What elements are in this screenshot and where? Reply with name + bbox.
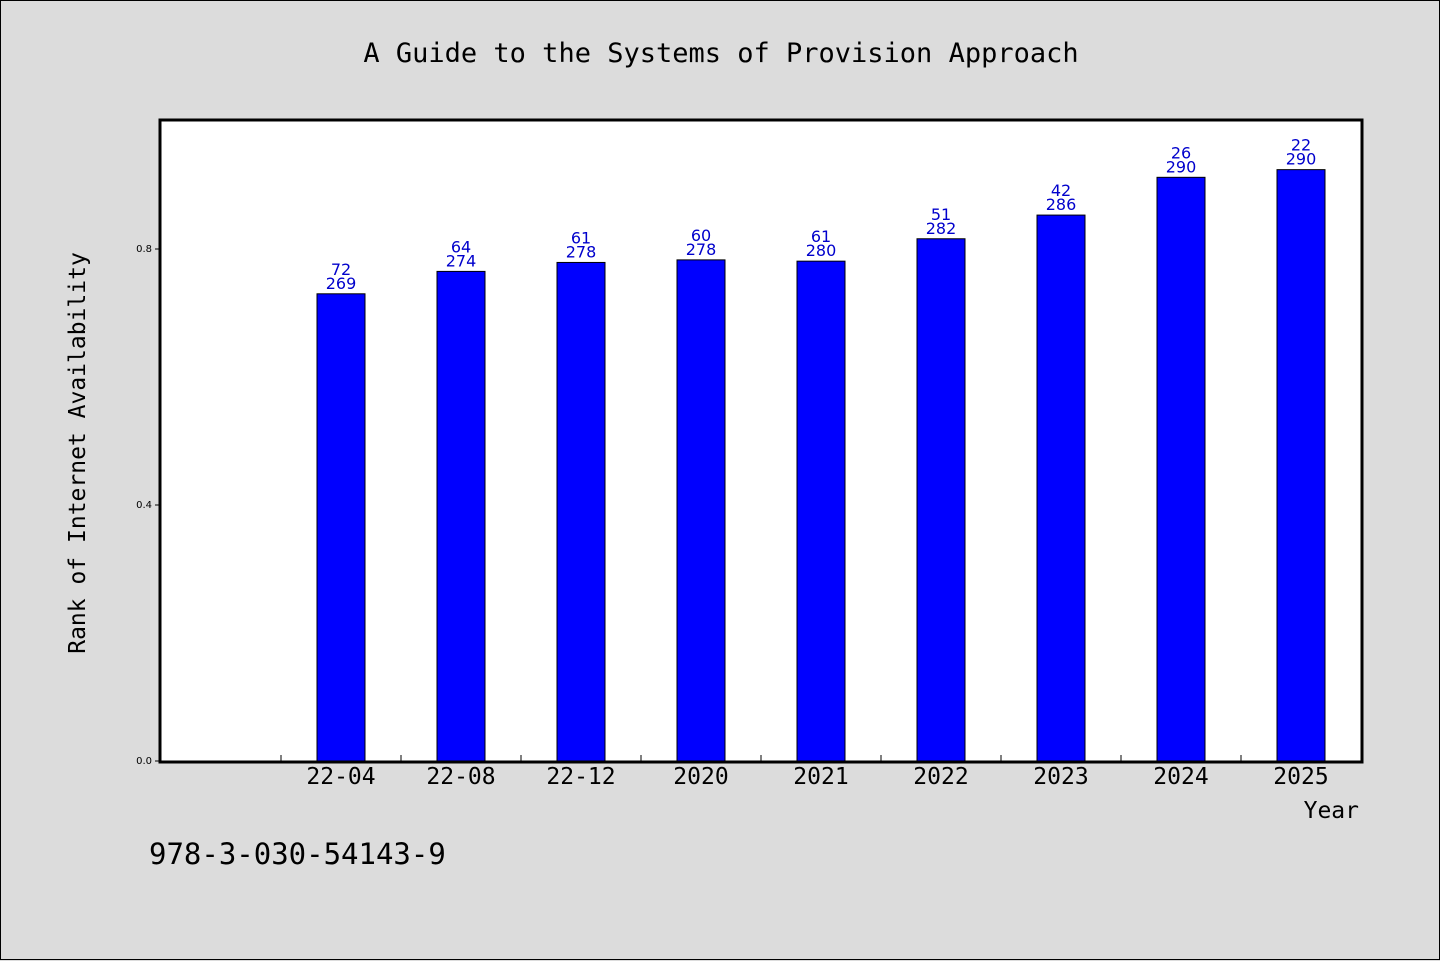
x-tick-label: 2020 [673, 764, 728, 790]
bar-2020 [676, 259, 726, 762]
bar-label-bottom: 286 [1046, 195, 1077, 214]
bar-2021 [796, 260, 846, 762]
bar-label-top: 22 [1291, 136, 1311, 155]
x-tick-label: 2023 [1033, 764, 1088, 790]
x-tick-label: 2021 [793, 764, 848, 790]
bar-label-bottom: 278 [566, 242, 597, 261]
bar-label-top: 60 [691, 226, 711, 245]
bar-label-top: 42 [1051, 181, 1071, 200]
bar-label-top: 72 [331, 260, 351, 279]
y-tick-label: 0.4 [136, 500, 152, 511]
bar-2024 [1156, 176, 1206, 762]
bar-label-bottom: 290 [1286, 150, 1317, 169]
y-tick-label: 0.0 [136, 756, 152, 767]
bar-label-top: 51 [931, 205, 951, 224]
footnote-isbn: 978-3-030-54143-9 [149, 837, 446, 871]
bar-label-top: 26 [1171, 143, 1191, 162]
bar-label-top: 64 [451, 237, 471, 256]
bar-group: 7226964274612786027861280512824228626290… [316, 136, 1326, 762]
x-tick-label: 22-04 [306, 764, 375, 790]
x-axis-ticks: 22-04 22-08 22-12 2020 2021 2022 2023 2024 2025 [280, 755, 1329, 790]
y-tick-label: 0.8 [136, 244, 152, 255]
bar-label-top: 61 [811, 227, 831, 246]
bar-2022 [916, 238, 966, 762]
bar-22-12 [556, 261, 606, 762]
x-tick-label: 2022 [913, 764, 968, 790]
x-axis-label: Year [1304, 798, 1359, 824]
bar-2025 [1276, 169, 1326, 762]
bar-label-bottom: 280 [806, 241, 837, 260]
chart-title: A Guide to the Systems of Provision Appr… [363, 38, 1078, 69]
bar-22-08 [436, 270, 486, 762]
bar-label-bottom: 290 [1166, 157, 1197, 176]
bar-22-04 [316, 293, 366, 762]
y-axis-label: Rank of Internet Availability [65, 252, 91, 654]
bar-label-bottom: 269 [326, 274, 357, 293]
bar-label-bottom: 282 [926, 219, 957, 238]
x-tick-label: 22-12 [546, 764, 615, 790]
x-tick-label: 22-08 [426, 764, 495, 790]
plot-border [158, 118, 1364, 764]
bar-label-top: 61 [571, 228, 591, 247]
bar-label-bottom: 274 [446, 251, 477, 270]
x-tick-label: 2024 [1153, 764, 1208, 790]
bar-label-bottom: 278 [686, 240, 717, 259]
y-axis-ticks: 0.0 0.4 0.8 [136, 244, 161, 767]
x-tick-label: 2025 [1273, 764, 1328, 790]
bar-2023 [1036, 214, 1086, 762]
